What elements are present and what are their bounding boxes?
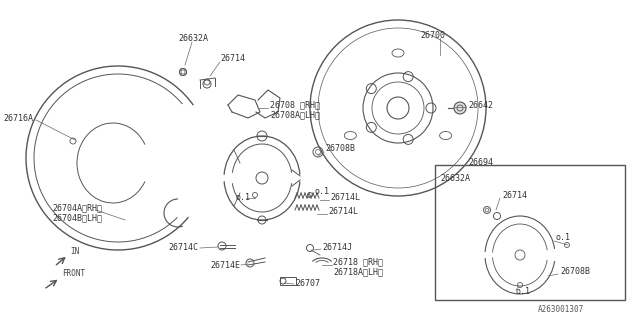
Text: 26714L: 26714L (330, 194, 360, 203)
Text: 26714J: 26714J (322, 244, 352, 252)
Text: 26714L: 26714L (328, 207, 358, 217)
Bar (280, 277, 296, 285)
Text: 26714: 26714 (220, 53, 245, 62)
Text: A263001307: A263001307 (538, 306, 584, 315)
Text: 26716A: 26716A (3, 114, 33, 123)
Text: 26708B: 26708B (325, 143, 355, 153)
Text: 26632A: 26632A (440, 173, 470, 182)
Text: 26714: 26714 (502, 190, 527, 199)
Text: o.1: o.1 (516, 287, 531, 297)
Text: 26714E: 26714E (210, 260, 240, 269)
Text: 26718 〈RH〉: 26718 〈RH〉 (333, 258, 383, 267)
Text: 26714C: 26714C (168, 243, 198, 252)
Text: 26642: 26642 (468, 100, 493, 109)
Text: 26704A〈RH〉: 26704A〈RH〉 (52, 204, 102, 212)
Text: 26708B: 26708B (560, 268, 590, 276)
Text: 26708A〈LH〉: 26708A〈LH〉 (270, 110, 320, 119)
Text: 26632A: 26632A (178, 34, 208, 43)
Text: o.1: o.1 (555, 234, 570, 243)
Text: o.1: o.1 (235, 194, 250, 203)
Text: IN: IN (70, 247, 79, 257)
Text: 26708 〈RH〉: 26708 〈RH〉 (270, 100, 320, 109)
Text: FRONT: FRONT (62, 269, 85, 278)
Text: 26704B〈LH〉: 26704B〈LH〉 (52, 213, 102, 222)
Text: 26707: 26707 (295, 279, 320, 289)
Text: 26694: 26694 (468, 157, 493, 166)
Text: 26718A〈LH〉: 26718A〈LH〉 (333, 268, 383, 276)
Text: 26700: 26700 (420, 30, 445, 39)
Circle shape (454, 102, 466, 114)
Text: o.1: o.1 (314, 188, 329, 196)
Bar (435, 165, 625, 300)
